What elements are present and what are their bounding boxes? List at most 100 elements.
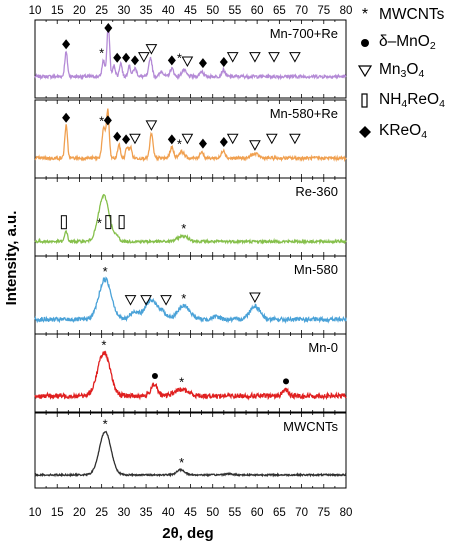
bottom-x-tick-label: 35 [140,507,153,519]
diamond-marker [122,52,131,63]
diamond-marker [62,39,71,50]
top-x-tick-label: 40 [162,5,175,17]
panel-re-360: * * Re-360 [34,177,347,257]
rect-marker [105,215,112,230]
diamond-marker [104,23,113,33]
asterisk-marker: * [103,264,108,279]
diamond-marker [62,112,71,123]
top-x-tick-label: 35 [140,5,153,17]
diamond-icon [355,125,375,138]
bottom-x-tick-label: 65 [273,507,286,519]
series-line [34,430,347,478]
bottom-x-tick-label: 70 [295,507,308,519]
panel-frame [34,333,347,413]
series-line [34,108,347,163]
triangle-marker [226,52,239,63]
panel-mn-580: * * Mn-580 [34,255,347,335]
bottom-x-tick-label: 30 [117,507,130,519]
diamond-marker [130,55,139,66]
diamond-marker [198,138,207,149]
asterisk-marker: * [97,216,102,231]
triangle-marker [289,52,301,63]
asterisk-marker: * [99,45,104,60]
panel-mn-700-re: * * Mn-700+Re [34,19,347,99]
legend-label: Mn3O4 [379,61,425,80]
triangle-down-icon [355,64,375,77]
top-x-axis: 10 15 20 25 30 35 40 45 50 55 60 65 70 75 80 [29,5,353,17]
legend-item-mn3o4: Mn3O4 [355,61,424,80]
diamond-marker [198,58,207,69]
bottom-x-tick-label: 45 [184,507,197,519]
diamond-marker [219,137,228,148]
asterisk-marker: * [103,417,108,432]
diamond-marker [103,115,112,126]
top-x-tick-label: 55 [229,5,242,17]
bottom-x-tick-label: 15 [51,507,64,519]
bottom-x-axis: 10 15 20 25 30 35 40 45 50 55 60 65 70 75 80 [29,507,353,519]
triangle-marker [160,295,172,306]
top-x-tick-label: 45 [184,5,197,17]
panel-mwcnts: * * MWCNTs [34,412,347,489]
triangle-marker [140,295,152,306]
top-x-tick-label: 10 [29,5,42,17]
bottom-x-tick-label: 60 [251,507,264,519]
top-x-tick-label: 75 [317,5,330,17]
circle-marker [283,378,290,385]
legend-label: KReO4 [379,122,428,141]
top-x-tick-label: 20 [73,5,86,17]
triangle-marker [268,52,280,63]
asterisk-marker: * [99,113,104,128]
bottom-x-tick-label: 75 [317,507,330,519]
bottom-x-tick-label: 25 [95,507,108,519]
bottom-x-tick-label: 10 [29,507,42,519]
asterisk-marker: * [177,137,182,152]
circle-icon [355,38,375,48]
diamond-marker [167,55,176,66]
rect-icon [355,92,375,109]
triangle-marker [181,133,194,145]
bottom-x-tick-label: 55 [229,507,242,519]
panel-label: Mn-580+Re [270,106,338,121]
series-line [34,193,347,246]
diamond-marker [113,52,122,63]
bottom-x-tick-label: 20 [73,507,86,519]
triangle-marker [145,44,158,55]
asterisk-marker: * [101,338,106,353]
x-axis-label: 2θ, deg [162,525,213,542]
legend-item-nh4reo4: NH4ReO4 [355,91,445,110]
triangle-marker [145,120,158,131]
panel-label: Mn-700+Re [270,26,338,41]
diamond-marker [113,131,122,142]
triangle-marker [265,133,278,145]
diamond-marker [122,134,131,145]
top-x-tick-label: 80 [340,5,353,17]
triangle-marker [181,56,194,68]
chart-panels: * *Mn-700+Re**Mn-580+Re* *Re-360**Mn-580**… [34,19,347,489]
panel-label: Mn-0 [308,340,338,355]
legend-item-mwcnts: * MWCNTs [355,6,445,24]
bottom-x-tick-label: 50 [206,507,219,519]
triangle-marker [249,292,261,304]
asterisk-marker: * [179,374,184,389]
top-x-tick-label: 70 [295,5,308,17]
panel-mn-0: * * Mn-0 [34,333,347,413]
y-axis-label: Intensity, a.u. [3,211,20,306]
asterisk-marker: * [179,455,184,470]
triangle-marker [138,52,150,63]
series-line [34,350,347,401]
triangle-marker [129,133,141,145]
top-x-tick-label: 60 [251,5,264,17]
triangle-marker [249,140,261,151]
triangle-marker [249,52,261,63]
triangle-marker [124,295,137,306]
asterisk-marker: * [177,51,182,66]
top-x-tick-label: 30 [117,5,130,17]
top-x-tick-label: 15 [51,5,64,17]
bottom-x-tick-label: 80 [340,507,353,519]
legend-label: MWCNTs [379,6,445,23]
triangle-marker [226,133,239,145]
legend-item-kreo4: KReO4 [355,122,427,141]
asterisk-icon: * [361,6,369,23]
circle-marker [151,373,158,380]
